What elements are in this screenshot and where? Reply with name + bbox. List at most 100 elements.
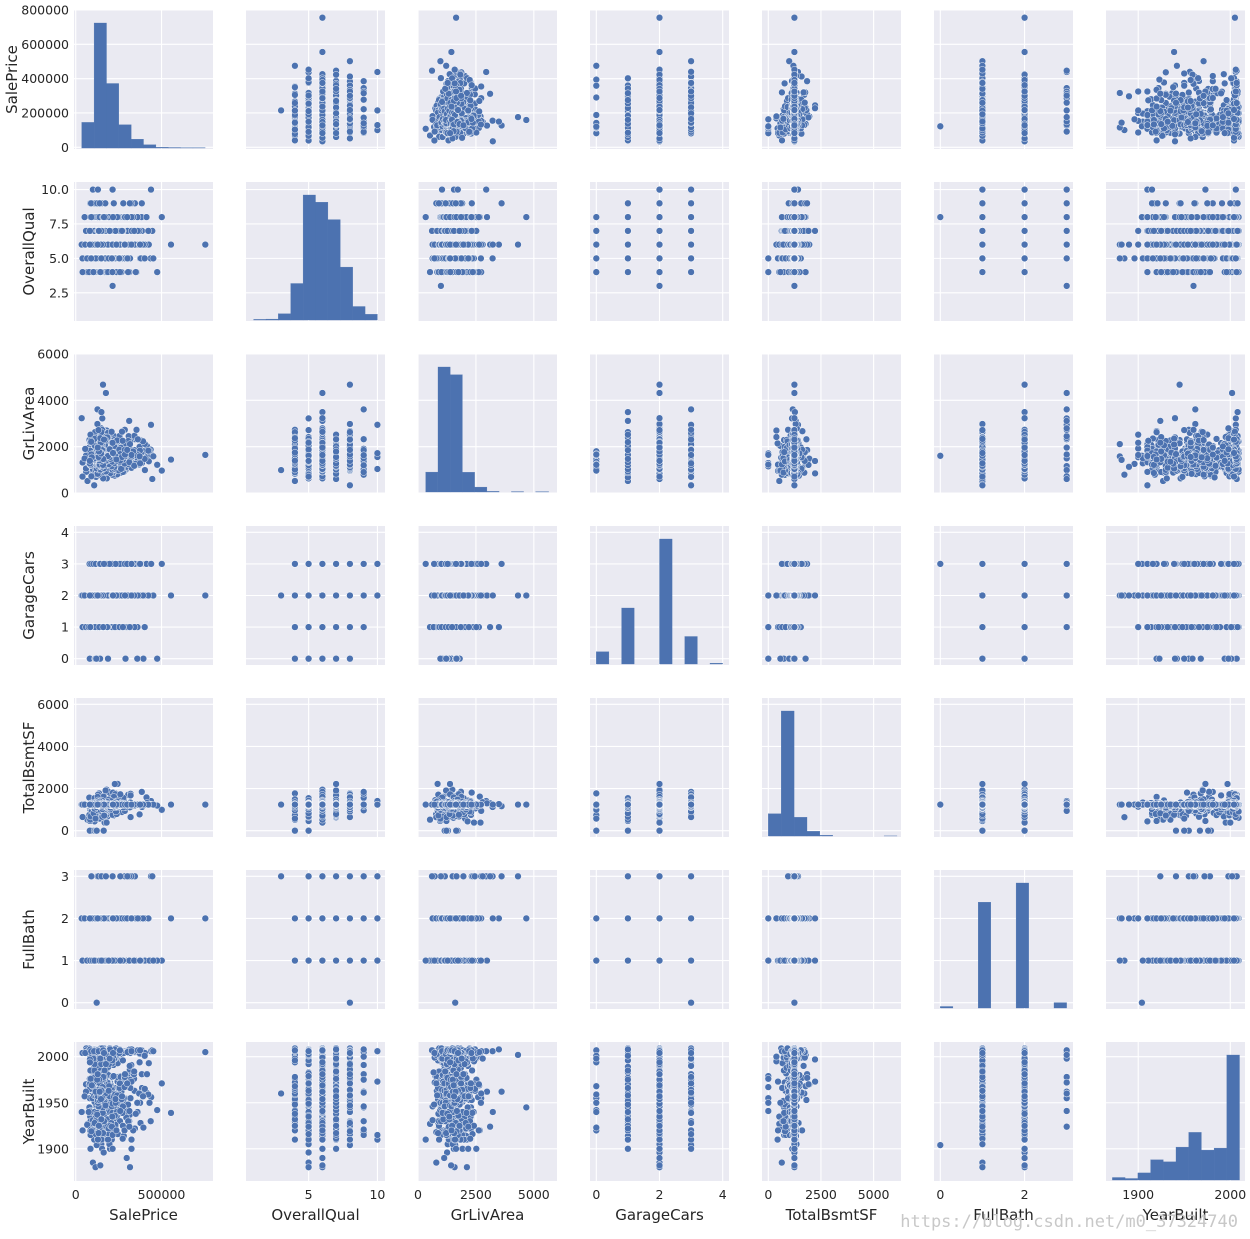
scatter-point: [1063, 127, 1071, 136]
scatter-point: [430, 136, 439, 145]
panel-saleprice-vs-fullbath: [934, 9, 1073, 149]
scatter-point: [488, 117, 497, 125]
panel-background: [934, 10, 1073, 149]
scatter-point: [978, 99, 987, 107]
scatter-point: [158, 213, 166, 221]
histogram-bar: [93, 22, 107, 149]
scatter-point: [790, 79, 799, 87]
scatter-point: [1199, 92, 1208, 100]
scatter-point: [1220, 70, 1228, 78]
scatter-point: [1221, 79, 1229, 88]
scatter-point: [1063, 67, 1071, 75]
scatter-point: [486, 90, 494, 98]
scatter-point: [291, 99, 299, 107]
scatter-point: [142, 213, 151, 221]
scatter-point: [790, 121, 799, 129]
scatter-point: [1224, 109, 1233, 117]
scatter-point: [291, 119, 299, 127]
scatter-point: [1184, 103, 1192, 112]
scatter-point: [1221, 129, 1229, 137]
scatter-point: [332, 129, 340, 137]
scatter-point: [624, 96, 632, 104]
scatter-point: [332, 71, 340, 79]
scatter-point: [1020, 14, 1029, 22]
scatter-point: [978, 117, 987, 126]
scatter-point: [1117, 119, 1126, 127]
scatter-point: [776, 123, 785, 132]
scatter-point: [1232, 87, 1240, 96]
scatter-point: [592, 123, 600, 131]
scatter-point: [1219, 113, 1227, 121]
scatter-point: [624, 89, 632, 97]
scatter-points: [78, 185, 209, 290]
scatter-point: [1180, 82, 1188, 90]
scatter-point: [458, 134, 466, 142]
scatter-point: [1209, 72, 1217, 80]
scatter-point: [1227, 74, 1235, 82]
scatter-point: [1192, 110, 1200, 118]
scatter-point: [346, 115, 354, 123]
scatter-point: [436, 57, 445, 65]
scatter-point: [978, 110, 987, 118]
scatter-point: [1230, 106, 1238, 114]
scatter-point: [318, 94, 327, 102]
histogram-bar: [168, 147, 181, 149]
scatter-point: [360, 89, 368, 97]
scatter-point: [624, 129, 632, 137]
scatter-points: [277, 14, 382, 145]
scatter-point: [360, 119, 368, 127]
scatter-point: [318, 79, 327, 87]
scatter-point: [1063, 106, 1071, 115]
scatter-point: [447, 102, 456, 111]
scatter-point: [592, 62, 600, 70]
scatter-point: [426, 131, 434, 140]
scatter-point: [592, 111, 600, 119]
scatter-point: [1143, 111, 1152, 119]
scatter-point: [655, 48, 664, 56]
scatter-point: [475, 107, 483, 116]
scatter-point: [360, 128, 368, 136]
scatter-point: [799, 88, 808, 97]
scatter-point: [1211, 85, 1220, 93]
scatter-point: [1020, 129, 1029, 137]
scatter-point: [147, 185, 155, 194]
scatter-point: [468, 81, 476, 89]
scatter-point: [291, 91, 299, 99]
scatter-point: [624, 74, 632, 82]
scatter-point: [346, 92, 354, 100]
scatter-point: [778, 88, 786, 97]
scatter-point: [447, 48, 456, 56]
scatter-point: [1020, 87, 1029, 96]
scatter-point: [373, 121, 382, 129]
scatter-point: [803, 77, 811, 85]
scatter-point: [451, 66, 459, 74]
scatter-point: [291, 62, 299, 70]
scatter-point: [464, 106, 472, 115]
scatter-point: [1233, 99, 1241, 107]
scatter-point: [624, 116, 632, 124]
histogram-bar: [106, 83, 119, 149]
scatter-point: [304, 128, 313, 136]
scatter-point: [346, 134, 354, 143]
scatter-point: [1152, 94, 1161, 103]
scatter-point: [451, 79, 459, 88]
scatter-point: [687, 79, 695, 87]
scatter-point: [1125, 92, 1133, 100]
histogram-bar: [155, 147, 169, 149]
scatter-point: [764, 115, 772, 123]
scatter-point: [1063, 91, 1071, 100]
scatter-point: [428, 67, 436, 75]
scatter-point: [442, 62, 450, 70]
scatter-point: [1166, 107, 1175, 115]
scatter-point: [1134, 106, 1142, 115]
scatter-point: [346, 72, 354, 81]
scatter-point: [437, 74, 445, 82]
scatter-point: [655, 121, 664, 129]
scatter-points: [936, 14, 1071, 145]
scatter-point: [1209, 121, 1217, 129]
scatter-point: [78, 268, 87, 276]
scatter-point: [790, 129, 799, 137]
scatter-point: [1217, 89, 1225, 97]
scatter-point: [780, 79, 789, 88]
